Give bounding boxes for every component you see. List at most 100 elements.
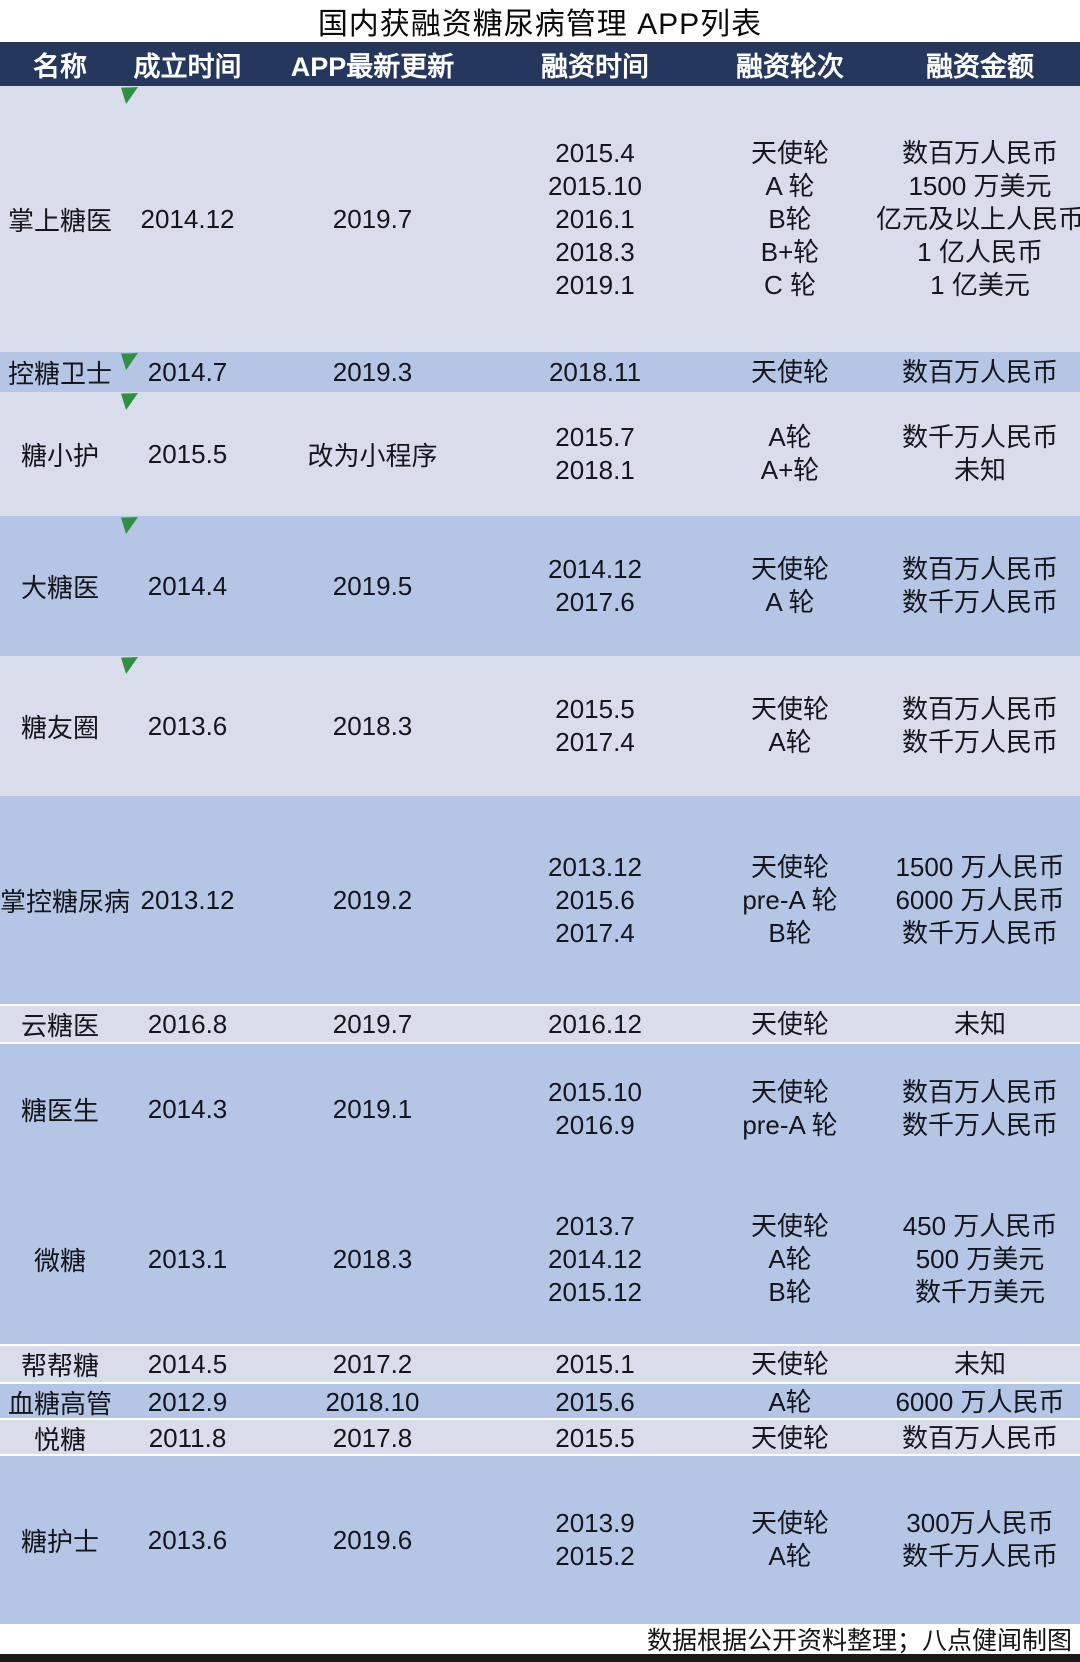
funding-time: 2013.9	[555, 1508, 635, 1538]
funding-amounts: 数百万人民币 数千万人民币	[880, 553, 1080, 619]
table-row: 控糖卫士 2014.7 2019.3 2018.11 天使轮 数百万人民币	[0, 352, 1080, 392]
founded-date: 2014.12	[140, 203, 235, 234]
last-update: 2019.2	[332, 884, 413, 915]
app-name: 控糖卫士	[7, 358, 112, 389]
funding-amount: 6000 万人民币	[895, 884, 1065, 915]
funding-amount: 数千万人民币	[901, 1541, 1058, 1571]
source-credit: 数据根据公开资料整理；八点健闻制图	[0, 1624, 1080, 1655]
funding-amount: 1 亿美元	[930, 269, 1030, 300]
funding-time: 2014.12	[548, 1243, 642, 1274]
funding-round: A 轮	[765, 170, 815, 201]
funding-amount: 亿元及以上人民币	[876, 203, 1080, 234]
funding-amounts: 6000 万人民币	[880, 1386, 1080, 1419]
app-name: 糖医生	[20, 1095, 99, 1126]
funding-rounds: 天使轮 A 轮	[700, 553, 880, 619]
funding-amount: 1500 万美元	[908, 170, 1052, 201]
last-update: 2019.5	[332, 570, 413, 601]
funding-times: 2015.5 2017.4	[490, 693, 700, 759]
funding-amount: 数百万人民币	[901, 1423, 1058, 1453]
funding-time: 2013.12	[548, 851, 642, 882]
funding-round: 天使轮	[750, 1009, 829, 1039]
funding-round: 天使轮	[750, 356, 829, 387]
funding-amount: 数百万人民币	[901, 356, 1058, 387]
funding-amount: 6000 万人民币	[895, 1387, 1065, 1417]
funding-times: 2014.12 2017.6	[490, 553, 700, 619]
funding-round: 天使轮	[750, 694, 829, 724]
funding-round: 天使轮	[750, 1077, 829, 1107]
app-name: 云糖医	[20, 1011, 99, 1041]
funding-time: 2019.1	[555, 269, 635, 300]
funding-amount: 未知	[953, 1009, 1006, 1039]
funding-amounts: 300万人民币 数千万人民币	[880, 1507, 1080, 1573]
founded-date: 2014.5	[147, 1349, 228, 1379]
funding-time: 2016.12	[548, 1009, 642, 1039]
funding-time: 2018.1	[555, 455, 635, 485]
last-update: 2017.8	[332, 1423, 413, 1453]
funding-time: 2015.5	[555, 694, 635, 724]
table-row: 云糖医 2016.8 2019.7 2016.12 天使轮 未知	[0, 1006, 1080, 1044]
funding-round: A轮	[768, 1541, 812, 1571]
column-header-funding-round: 融资轮次	[736, 51, 844, 82]
founded-date: 2016.8	[147, 1009, 228, 1039]
funding-amounts: 1500 万人民币 6000 万人民币 数千万人民币	[880, 851, 1080, 950]
funding-time: 2015.6	[555, 1387, 635, 1417]
app-name: 掌控糖尿病	[0, 886, 131, 917]
funding-round: B+轮	[760, 236, 820, 267]
funding-time: 2016.1	[555, 203, 635, 234]
funding-amount: 数千万美元	[914, 1276, 1045, 1307]
funding-time: 2015.4	[555, 137, 635, 168]
founded-date: 2013.1	[147, 1243, 228, 1274]
funding-time: 2017.4	[555, 917, 635, 948]
funding-rounds: 天使轮 A轮 B轮	[700, 1210, 880, 1309]
funding-round: 天使轮	[750, 1508, 829, 1538]
funding-time: 2015.1	[555, 1349, 635, 1379]
table-row: 悦糖 2011.8 2017.8 2015.5 天使轮 数百万人民币	[0, 1420, 1080, 1456]
note-marker-icon	[121, 657, 138, 674]
app-name: 大糖医	[20, 572, 99, 603]
column-header-funding-time: 融资时间	[541, 51, 649, 82]
last-update: 2019.6	[332, 1524, 413, 1555]
founded-date: 2013.6	[147, 1524, 228, 1555]
founded-date: 2011.8	[148, 1423, 227, 1453]
funding-amount: 数千万人民币	[901, 422, 1058, 452]
funding-amount: 500 万美元	[915, 1243, 1045, 1274]
app-name: 掌上糖医	[7, 205, 112, 236]
funding-rounds: A轮 A+轮	[700, 421, 880, 487]
funding-times: 2015.1	[490, 1348, 700, 1381]
funding-round: pre-A 轮	[742, 1110, 838, 1140]
funding-round: pre-A 轮	[742, 884, 838, 915]
table-row: 糖护士 2013.6 2019.6 2013.9 2015.2 天使轮 A轮 3…	[0, 1456, 1080, 1624]
funding-amount: 450 万人民币	[902, 1210, 1058, 1241]
funding-amounts: 数百万人民币 数千万人民币	[880, 693, 1080, 759]
funding-rounds: 天使轮	[700, 1348, 880, 1381]
funding-round: 天使轮	[750, 1349, 829, 1379]
app-name: 悦糖	[33, 1425, 86, 1455]
founded-date: 2014.7	[147, 356, 228, 387]
funding-amount: 数千万人民币	[901, 917, 1058, 948]
column-header-latest-update: APP最新更新	[290, 51, 455, 82]
funding-times: 2015.7 2018.1	[490, 421, 700, 487]
funding-rounds: A轮	[700, 1386, 880, 1419]
funding-amounts: 数百万人民币	[880, 356, 1080, 389]
table-header: 名称 成立时间 APP最新更新 融资时间 融资轮次 融资金额	[0, 42, 1080, 86]
table-row: 掌控糖尿病 2013.12 2019.2 2013.12 2015.6 2017…	[0, 796, 1080, 1006]
funding-times: 2015.4 2015.10 2016.1 2018.3 2019.1	[490, 137, 700, 302]
column-header-name: 名称	[33, 51, 87, 82]
funding-time: 2015.12	[548, 1276, 642, 1307]
note-marker-icon	[121, 517, 138, 534]
funding-rounds: 天使轮	[700, 1422, 880, 1455]
funding-amount: 未知	[953, 1349, 1006, 1379]
funding-rounds: 天使轮 pre-A 轮	[700, 1076, 880, 1142]
funding-amounts: 数百万人民币 1500 万美元 亿元及以上人民币 1 亿人民币 1 亿美元	[876, 137, 1080, 302]
funding-time: 2014.12	[548, 554, 642, 584]
note-marker-icon	[121, 393, 138, 410]
funding-amount: 数千万人民币	[901, 1110, 1058, 1140]
funding-round: B轮	[768, 917, 812, 948]
funding-round: C 轮	[763, 269, 816, 300]
last-update: 2018.3	[332, 1243, 413, 1274]
table-row: 大糖医 2014.4 2019.5 2014.12 2017.6 天使轮 A 轮…	[0, 516, 1080, 656]
last-update: 改为小程序	[307, 440, 438, 471]
founded-date: 2013.6	[147, 710, 228, 741]
table-row: 糖友圈 2013.6 2018.3 2015.5 2017.4 天使轮 A轮 数…	[0, 656, 1080, 796]
